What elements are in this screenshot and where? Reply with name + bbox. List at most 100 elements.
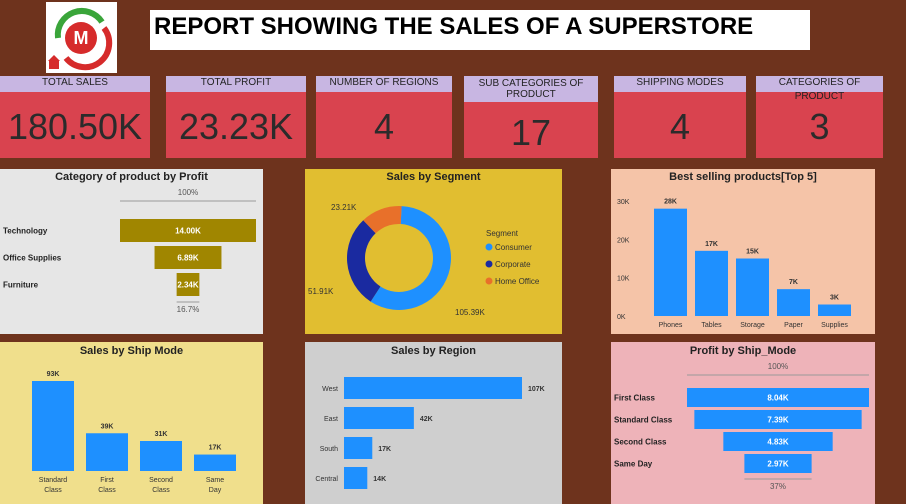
funnel-bottom-label: 16.7% (177, 305, 200, 314)
funnel-bottom-label: 37% (770, 482, 786, 491)
bar-value-label: 15K (746, 249, 759, 256)
kpi-label: TOTAL PROFIT (166, 76, 306, 92)
kpi-value: 3 (809, 106, 830, 147)
bar-value-label: 7K (789, 279, 798, 286)
bar-chart: 0K 10K 20K 30K 28K Phones 17K Tables 15K Storage 7… (617, 199, 851, 329)
funnel-category-label: Office Supplies (3, 254, 62, 263)
legend-label: Corporate (495, 260, 531, 269)
kpi-sub-categories: SUB CATEGORIES OF PRODUCT 17 (464, 76, 598, 158)
kpi-value: 180.50K (7, 106, 143, 147)
kpi-total-profit: TOTAL PROFIT 23.23K (166, 76, 306, 158)
legend-marker (485, 243, 493, 251)
x-tick-label: Paper (784, 322, 803, 329)
bar-value-label: 31K (155, 431, 168, 438)
funnel-value-label: 4.83K (767, 438, 789, 447)
funnel-bar (694, 410, 862, 429)
bar-value-label: 107K (528, 386, 545, 393)
bar-value-label: 3K (830, 295, 839, 302)
bar-value-label: 14K (373, 476, 386, 483)
funnel-bar (744, 454, 812, 473)
x-tick-label: Standard (39, 477, 68, 484)
x-tick-label: Class (98, 487, 116, 494)
kpi-label: NUMBER OF REGIONS (316, 76, 452, 92)
bar (344, 407, 414, 429)
chart-title: Category of product by Profit (55, 171, 208, 183)
chart-sales-by-ship-mode: Sales by Ship Mode 93K Standard Class 39K Fi… (0, 342, 263, 504)
funnel-value-label: 14.00K (175, 227, 201, 236)
funnel-value-label: 8.04K (767, 394, 789, 403)
bar (777, 289, 810, 316)
legend-label: Home Office (495, 277, 540, 286)
donut-slice (347, 220, 381, 302)
funnel-bar (154, 246, 222, 269)
chart-title: Sales by Ship Mode (79, 345, 184, 357)
y-tick-label: East (324, 416, 338, 423)
kpi-value: 23.23K (178, 106, 294, 147)
chart-title: Sales by Region (391, 345, 476, 357)
bar-value-label: 93K (47, 371, 60, 378)
kpi-value: 4 (373, 106, 395, 147)
y-tick-label: 0K (617, 314, 626, 321)
legend-label: Consumer (495, 243, 532, 252)
legend-title: Segment (486, 229, 519, 238)
kpi-label: TOTAL SALES (0, 76, 150, 92)
kpi-value: 17 (510, 112, 552, 153)
horizontal-bar-chart: 107K West 42K East 17K South 14K Central (315, 377, 545, 489)
chart-sales-by-region: Sales by Region 107K West 42K East 17K South 1… (305, 342, 562, 504)
bar (32, 381, 74, 471)
chart-sales-by-segment: Sales by Segment 105.39K 51.91K 23.21K Segm… (305, 169, 562, 334)
donut-slice (363, 206, 402, 234)
funnel-category-label: First Class (614, 394, 655, 403)
bar (736, 258, 769, 316)
bar (654, 208, 687, 316)
slice-value-label: 23.21K (331, 203, 357, 212)
y-tick-label: 10K (617, 276, 630, 283)
chart-title: Sales by Segment (386, 171, 481, 183)
bar-value-label: 17K (705, 241, 718, 248)
funnel-value-label: 7.39K (767, 416, 789, 425)
shopping-cart-logo-icon: M (48, 7, 113, 71)
chart-title: Best selling products[Top 5] (669, 171, 817, 183)
donut-chart: 105.39K 51.91K 23.21K Segment Consumer Corpor… (308, 203, 540, 317)
funnel-value-label: 2.97K (767, 460, 789, 469)
bar (194, 454, 236, 471)
kpi-number-of-regions: NUMBER OF REGIONS 4 (316, 76, 452, 158)
funnel-value-label: 6.89K (177, 254, 199, 263)
x-tick-label: First (100, 477, 114, 484)
x-tick-label: Tables (701, 322, 722, 329)
y-tick-label: 30K (617, 199, 630, 206)
x-tick-label: Same (206, 477, 224, 484)
x-tick-label: Phones (659, 322, 683, 329)
bar-value-label: 17K (378, 446, 391, 453)
logo-letter: M (74, 28, 89, 48)
logo: M (46, 2, 117, 73)
funnel-chart: 100% 8.04K First Class 7.39K Standard Class 4… (614, 362, 869, 491)
legend-marker (485, 277, 493, 285)
funnel-top-label: 100% (768, 362, 788, 371)
y-tick-label: 20K (617, 237, 630, 244)
slice-value-label: 51.91K (308, 287, 334, 296)
bar-value-label: 17K (209, 445, 222, 452)
chart-title: Profit by Ship_Mode (689, 345, 797, 357)
chart-category-profit: Category of product by Profit 100% 14.00K… (0, 169, 263, 334)
kpi-label: CATEGORIES OF PRODUCT (756, 76, 883, 102)
funnel-category-label: Second Class (614, 438, 667, 447)
kpi-shipping-modes: SHIPPING MODES 4 (614, 76, 746, 158)
funnel-bar (687, 388, 869, 407)
kpi-label: SHIPPING MODES (614, 76, 746, 92)
x-tick-label: Storage (740, 322, 765, 329)
x-tick-label: Supplies (821, 322, 848, 329)
bar (140, 441, 182, 471)
kpi-label: SUB CATEGORIES OF PRODUCT (464, 76, 598, 102)
funnel-top-label: 100% (178, 188, 198, 197)
funnel-chart: 100% 14.00K Technology 6.89K Office Supplies… (3, 188, 256, 314)
bar (344, 437, 373, 459)
chart-profit-by-ship-mode: Profit by Ship_Mode 100% 8.04K First Class… (611, 342, 875, 504)
bar-value-label: 42K (420, 416, 433, 423)
funnel-value-label: 2.34K (177, 281, 199, 290)
funnel-bar (723, 432, 833, 451)
bar (818, 304, 851, 316)
bar-chart: 93K Standard Class 39K First Class 31K Second Cl… (32, 371, 236, 494)
funnel-bar (176, 273, 200, 296)
bar (344, 467, 368, 489)
